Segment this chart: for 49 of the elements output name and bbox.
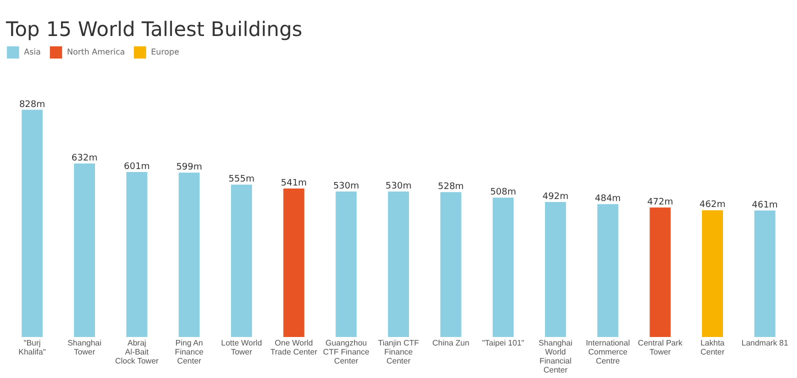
data-label: 555m — [228, 174, 254, 185]
legend-label: North America — [67, 47, 126, 56]
bar — [126, 172, 148, 337]
data-label: 599m — [176, 162, 202, 173]
x-tick-label: Central Park Tower — [638, 338, 684, 356]
bar — [492, 198, 514, 337]
x-tick-label: International Commerce Centre — [586, 338, 630, 366]
bar — [231, 184, 252, 337]
bar — [178, 172, 200, 337]
bar — [650, 207, 671, 337]
data-label: 601m — [124, 162, 150, 172]
chart-title: Top 15 World Tallest Buildings — [5, 17, 302, 41]
data-label: 461m — [752, 200, 778, 210]
bar — [545, 202, 566, 337]
data-label: 492m — [542, 192, 568, 202]
data-label: 508m — [490, 188, 516, 198]
x-tick-label: China Zun — [432, 338, 470, 348]
bar — [597, 204, 618, 337]
data-label: 530m — [386, 182, 412, 192]
data-label: 528m — [438, 182, 464, 192]
bar — [22, 110, 43, 337]
bar — [336, 192, 357, 337]
x-tick-label: Shanghai Tower — [68, 338, 102, 356]
x-tick-label: Lakhta Center — [700, 338, 726, 356]
bar — [283, 188, 304, 337]
bar — [388, 192, 409, 337]
data-label: 484m — [594, 194, 621, 204]
data-label: 541m — [280, 178, 307, 189]
x-tick-label: Tianjin CTF Finance Center — [378, 338, 420, 366]
x-tick-label: Abraj Al-Bait Clock Tower — [115, 338, 159, 366]
x-tick-label: "Burj Khalifa" — [18, 338, 46, 356]
x-tick-label: Landmark 81 — [741, 338, 789, 348]
bar — [440, 192, 462, 337]
legend-label: Europe — [151, 47, 180, 56]
bar — [702, 210, 723, 337]
data-label: 632m — [72, 154, 98, 164]
x-tick-label: Shanghai World Financial Center — [538, 338, 573, 374]
bar — [74, 164, 95, 337]
data-label: 828m — [19, 100, 46, 110]
x-tick-label: Guangzhou CTF Finance Center — [323, 338, 370, 366]
x-tick-label: "Taipei 101" — [482, 338, 524, 348]
x-tick-label: Ping An Finance Center — [174, 338, 204, 366]
x-tick-label: Lotte World Tower — [221, 338, 262, 356]
data-label: 462m — [700, 200, 726, 210]
legend-label: Asia — [24, 47, 41, 56]
data-label: 530m — [333, 182, 360, 192]
data-label: 472m — [647, 197, 674, 208]
bar — [754, 210, 776, 337]
x-tick-label: One World Trade Center — [270, 338, 318, 356]
